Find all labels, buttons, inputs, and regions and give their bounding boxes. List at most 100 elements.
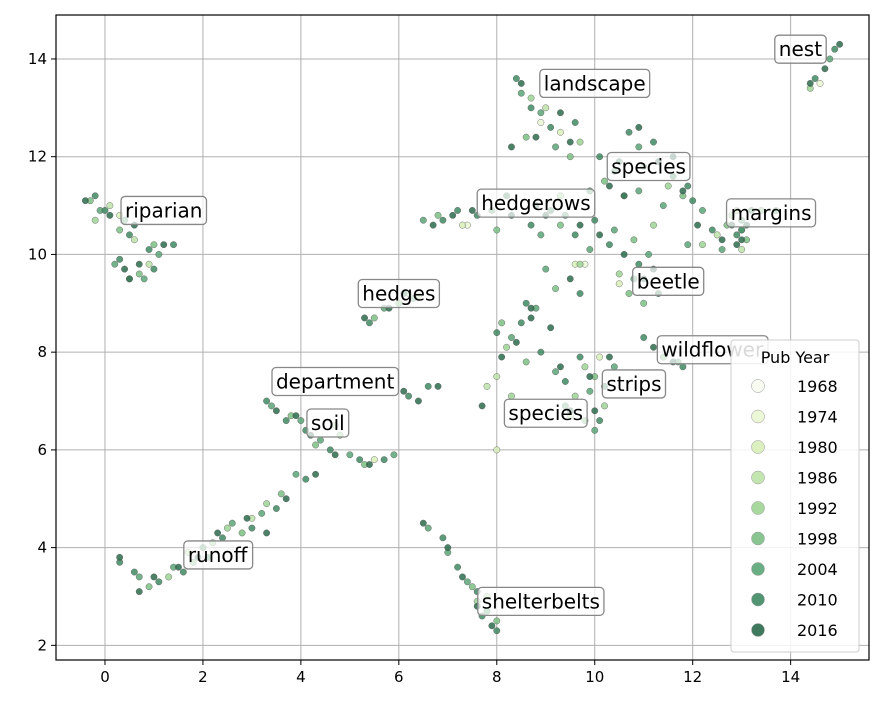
data-point <box>224 524 231 532</box>
data-point <box>640 299 648 307</box>
cluster-label-box <box>183 540 254 570</box>
legend-entry: 1998 <box>751 530 838 549</box>
data-point <box>586 387 594 395</box>
data-point <box>101 207 109 214</box>
data-point <box>615 280 623 288</box>
data-point <box>650 221 657 229</box>
data-point <box>400 387 408 395</box>
cluster-label-box <box>503 398 588 428</box>
data-point <box>326 446 334 454</box>
data-point <box>576 290 584 297</box>
data-point <box>620 251 628 258</box>
data-point <box>664 182 672 190</box>
data-point <box>459 573 466 581</box>
data-point <box>733 231 741 239</box>
data-point <box>145 246 153 253</box>
legend-label: 1986 <box>797 469 838 488</box>
data-point <box>268 402 275 410</box>
data-point <box>713 231 721 239</box>
cluster-label: margins <box>725 198 817 228</box>
data-point <box>116 255 124 263</box>
data-point <box>493 446 501 454</box>
cluster-label-box <box>606 151 691 182</box>
data-point <box>150 241 158 249</box>
data-point <box>699 207 706 214</box>
data-point <box>537 231 545 239</box>
data-point <box>738 226 746 234</box>
data-point <box>282 417 290 424</box>
cluster-label: shelterbelts <box>477 586 605 617</box>
data-point <box>155 578 163 586</box>
data-point <box>419 519 427 527</box>
data-point <box>650 343 657 351</box>
data-point <box>836 40 844 48</box>
data-point <box>512 75 520 82</box>
cluster-label-text: nest <box>779 37 822 61</box>
legend-entry: 1968 <box>751 377 838 396</box>
data-point <box>571 392 579 400</box>
cluster-label: soil <box>306 408 350 438</box>
legend-entry: 1992 <box>751 499 838 518</box>
data-point <box>370 314 378 322</box>
data-point <box>826 55 834 63</box>
data-point <box>635 123 643 131</box>
data-point <box>557 221 564 229</box>
data-point <box>243 514 251 522</box>
legend: Pub Year 1968 1974 1980 1986 1992 1998 2004 2010… <box>730 339 860 653</box>
data-point <box>130 236 138 244</box>
data-point <box>586 246 594 253</box>
data-point <box>263 397 270 405</box>
cluster-label: hedges <box>357 278 441 309</box>
data-point <box>532 133 540 141</box>
legend-marker <box>751 623 765 637</box>
axis-ticks: 0 2 4 6 8 10 12 14 2 4 6 8 10 12 14 <box>28 50 800 686</box>
data-point <box>517 80 525 87</box>
cluster-label-box <box>539 68 651 99</box>
data-point <box>571 231 579 239</box>
data-point <box>679 187 687 195</box>
data-point <box>263 529 270 537</box>
data-point <box>684 182 692 190</box>
legend-entry: 1986 <box>751 469 838 488</box>
legend-entry: 1980 <box>751 438 838 457</box>
data-point <box>527 221 535 229</box>
data-point <box>522 358 530 366</box>
data-point <box>238 529 246 537</box>
data-point <box>297 417 305 424</box>
data-point <box>508 143 515 151</box>
data-point <box>272 407 280 415</box>
cluster-label: riparian <box>120 195 208 226</box>
data-point <box>527 94 535 102</box>
cluster-label-text: species <box>611 154 686 178</box>
data-point <box>620 192 628 200</box>
cluster-label-text: shelterbelts <box>482 589 600 613</box>
data-point <box>439 534 447 542</box>
x-tick-label: 6 <box>394 668 404 686</box>
data-point <box>718 246 726 253</box>
y-tick-label: 10 <box>28 245 47 263</box>
cluster-label: hedgerows <box>476 188 596 218</box>
y-tick-label: 12 <box>28 148 47 166</box>
y-tick-label: 14 <box>28 50 47 68</box>
legend-label: 1980 <box>797 438 838 457</box>
x-tick-label: 4 <box>296 668 306 686</box>
data-point <box>140 275 148 283</box>
legend-frame <box>730 339 860 653</box>
data-point <box>121 265 128 273</box>
data-point <box>228 519 236 527</box>
data-point <box>346 451 354 459</box>
data-point <box>434 211 442 219</box>
x-tick-label: 2 <box>198 668 208 686</box>
data-point <box>263 500 270 508</box>
cluster-label-text: species <box>508 401 583 425</box>
data-point <box>576 260 584 268</box>
cluster-label: landscape <box>539 68 651 99</box>
cluster-label-text: beetle <box>637 269 700 293</box>
data-point <box>601 402 608 410</box>
data-point <box>429 221 437 229</box>
data-point <box>610 363 618 371</box>
data-point <box>463 578 471 586</box>
cluster-label-text: runoff <box>188 543 249 567</box>
data-point <box>659 202 667 209</box>
